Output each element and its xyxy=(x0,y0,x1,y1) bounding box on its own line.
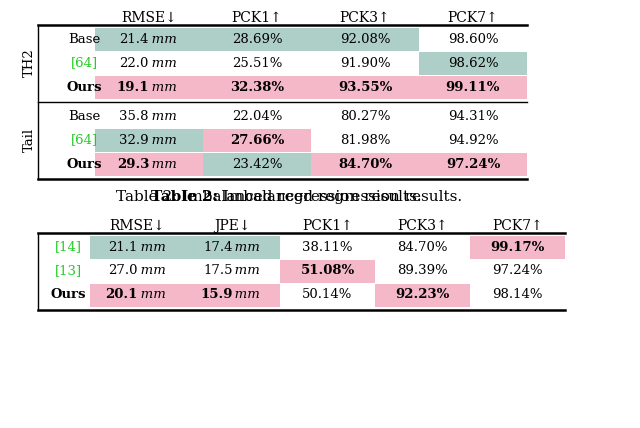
Text: 21.4: 21.4 xyxy=(120,33,149,45)
Bar xyxy=(470,236,565,259)
Text: 17.4: 17.4 xyxy=(203,241,232,253)
Text: 89.39%: 89.39% xyxy=(397,265,448,277)
Text: Ours: Ours xyxy=(67,158,102,170)
Bar xyxy=(419,76,527,99)
Text: Table 2:: Table 2: xyxy=(235,190,302,204)
Bar xyxy=(203,28,311,51)
Text: 32.9: 32.9 xyxy=(120,134,149,146)
Text: 38.11%: 38.11% xyxy=(302,241,353,253)
Text: 22.0: 22.0 xyxy=(120,56,149,69)
Bar xyxy=(203,129,311,152)
Text: 94.92%: 94.92% xyxy=(448,134,499,146)
Text: 92.08%: 92.08% xyxy=(340,33,390,45)
Text: mm: mm xyxy=(149,158,177,170)
Text: Base: Base xyxy=(68,33,100,45)
Text: mm: mm xyxy=(232,241,260,253)
Text: mm: mm xyxy=(149,110,177,122)
Bar xyxy=(90,236,185,259)
Text: mm: mm xyxy=(138,288,165,301)
Bar xyxy=(280,260,375,283)
Bar xyxy=(203,76,311,99)
Bar xyxy=(311,28,419,51)
Bar xyxy=(185,236,280,259)
Text: mm: mm xyxy=(149,134,177,146)
Text: 27.0: 27.0 xyxy=(108,265,138,277)
Text: 51.08%: 51.08% xyxy=(300,265,355,277)
Text: Imbalanced regression results.: Imbalanced regression results. xyxy=(218,190,463,204)
Bar xyxy=(185,284,280,307)
Text: PCK1↑: PCK1↑ xyxy=(302,219,353,233)
Text: 15.9: 15.9 xyxy=(200,288,232,301)
Bar xyxy=(375,284,470,307)
Text: Table 2: Imbalanced regression results.: Table 2: Imbalanced regression results. xyxy=(116,190,421,204)
Text: 98.14%: 98.14% xyxy=(492,288,543,301)
Text: 99.17%: 99.17% xyxy=(490,241,545,253)
Text: Base: Base xyxy=(68,110,100,122)
Text: 84.70%: 84.70% xyxy=(338,158,392,170)
Text: 35.8: 35.8 xyxy=(120,110,149,122)
Text: mm: mm xyxy=(138,241,165,253)
Text: 92.23%: 92.23% xyxy=(396,288,450,301)
Text: 91.90%: 91.90% xyxy=(340,56,390,69)
Text: Ours: Ours xyxy=(51,288,86,301)
Text: PCK7↑: PCK7↑ xyxy=(447,11,499,25)
Text: 32.38%: 32.38% xyxy=(230,80,284,93)
Text: 50.14%: 50.14% xyxy=(302,288,353,301)
Text: mm: mm xyxy=(149,33,177,45)
Text: Table 2:: Table 2: xyxy=(152,190,218,204)
Text: PCK1↑: PCK1↑ xyxy=(232,11,282,25)
Bar xyxy=(95,76,203,99)
Text: mm: mm xyxy=(149,56,177,69)
Bar xyxy=(95,28,203,51)
Bar xyxy=(203,153,311,176)
Text: PCK3↑: PCK3↑ xyxy=(397,219,448,233)
Text: 23.42%: 23.42% xyxy=(232,158,282,170)
Bar xyxy=(95,153,203,176)
Text: 80.27%: 80.27% xyxy=(340,110,390,122)
Text: 28.69%: 28.69% xyxy=(232,33,282,45)
Text: [64]: [64] xyxy=(71,56,98,69)
Text: Tail: Tail xyxy=(22,128,35,152)
Text: 22.04%: 22.04% xyxy=(232,110,282,122)
Text: 98.60%: 98.60% xyxy=(448,33,499,45)
Text: 84.70%: 84.70% xyxy=(397,241,448,253)
Text: 27.66%: 27.66% xyxy=(230,134,284,146)
Text: 81.98%: 81.98% xyxy=(340,134,390,146)
Text: mm: mm xyxy=(232,288,260,301)
Text: TH2: TH2 xyxy=(22,49,35,77)
Text: 20.1: 20.1 xyxy=(105,288,138,301)
Text: PCK3↑: PCK3↑ xyxy=(340,11,390,25)
Text: 19.1: 19.1 xyxy=(116,80,149,93)
Text: 94.31%: 94.31% xyxy=(448,110,499,122)
Text: RMSE↓: RMSE↓ xyxy=(121,11,177,25)
Text: Ours: Ours xyxy=(67,80,102,93)
Text: [13]: [13] xyxy=(54,265,81,277)
Bar xyxy=(311,153,419,176)
Bar xyxy=(95,129,203,152)
Text: 97.24%: 97.24% xyxy=(446,158,500,170)
Text: RMSE↓: RMSE↓ xyxy=(109,219,165,233)
Bar xyxy=(90,284,185,307)
Bar xyxy=(419,52,527,75)
Text: PCK7↑: PCK7↑ xyxy=(492,219,543,233)
Text: 97.24%: 97.24% xyxy=(492,265,543,277)
Text: mm: mm xyxy=(149,80,177,93)
Text: 98.62%: 98.62% xyxy=(448,56,499,69)
Text: JPE↓: JPE↓ xyxy=(214,219,251,233)
Text: [64]: [64] xyxy=(71,134,98,146)
Bar xyxy=(311,76,419,99)
Text: 93.55%: 93.55% xyxy=(338,80,392,93)
Text: [14]: [14] xyxy=(54,241,81,253)
Text: mm: mm xyxy=(232,265,260,277)
Text: 25.51%: 25.51% xyxy=(232,56,282,69)
Text: 17.5: 17.5 xyxy=(203,265,232,277)
Bar xyxy=(419,153,527,176)
Text: 99.11%: 99.11% xyxy=(445,80,500,93)
Text: 21.1: 21.1 xyxy=(108,241,138,253)
Text: mm: mm xyxy=(138,265,165,277)
Text: 29.3: 29.3 xyxy=(116,158,149,170)
